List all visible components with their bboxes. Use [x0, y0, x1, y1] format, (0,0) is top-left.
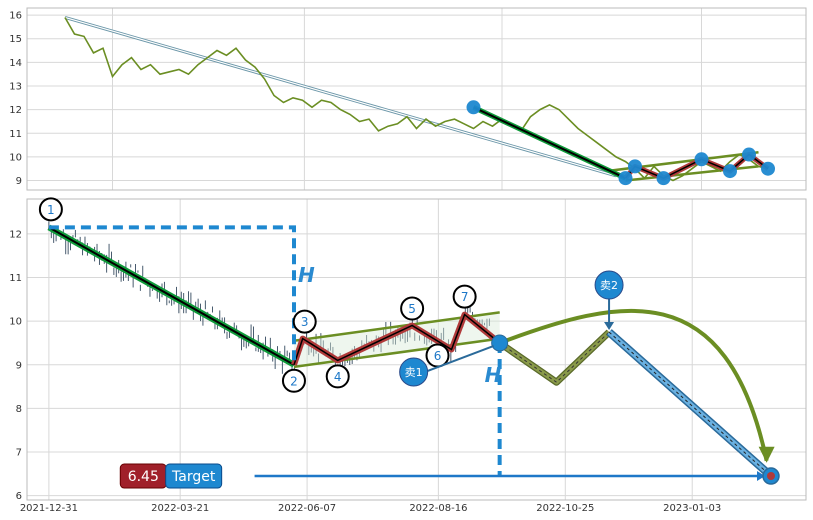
pivot-label: 3	[301, 315, 309, 329]
pivot-circle	[38, 197, 63, 222]
bottom-channel-lower	[293, 337, 500, 369]
top-y-tick-label: 11	[9, 129, 22, 140]
pivot-label: 4	[334, 370, 342, 384]
pivot-label: 6	[434, 349, 442, 363]
top-pivot-marker	[761, 161, 775, 176]
top-pivot-marker	[694, 152, 709, 167]
sell1-point	[491, 334, 509, 352]
sell2-label: 卖2	[600, 279, 618, 292]
top-pivot-marker	[618, 171, 633, 186]
top-price-panel: 9 10 11 12 13 14 15 16	[9, 7, 807, 191]
top-y-tick-label: 16	[9, 11, 22, 22]
pivot-circle	[400, 296, 425, 321]
sell2-badge	[594, 270, 624, 300]
bottom-y-tick-label: 6	[16, 491, 22, 502]
top-pivot-marker	[466, 100, 481, 115]
top-pivot-marker	[742, 147, 756, 162]
pivot-circle	[452, 284, 477, 309]
pivot-label: 5	[408, 302, 416, 316]
bottom-x-tick-label: 2022-10-25	[536, 503, 594, 514]
bottom-zigzag-inner	[293, 313, 501, 366]
bottom-x-tick-label: 2022-08-16	[409, 503, 467, 514]
bottom-y-tick-label: 10	[9, 317, 22, 328]
top-y-tick-label: 15	[9, 34, 22, 45]
target-name-label: Target	[171, 469, 216, 485]
bottom-candlestick-panel: 2021-12-31 2022-03-21 2022-06-07 2022-08-16…	[9, 197, 807, 514]
bottom-h-label-bottom: H	[485, 363, 502, 387]
top-price-line	[64, 17, 769, 182]
bottom-x-tick-label: 2022-03-21	[151, 503, 209, 514]
bottom-x-tick-label: 2023-01-03	[663, 503, 721, 514]
target-name-badge	[165, 463, 223, 489]
top-y-tick-label: 9	[16, 176, 22, 187]
pivot-circle	[281, 368, 306, 393]
pivot-label: 7	[461, 290, 469, 304]
bottom-y-tick-label: 9	[16, 360, 22, 371]
sell1-badge	[399, 357, 429, 387]
top-y-tick-label: 13	[9, 82, 22, 93]
pivot-circle	[325, 364, 350, 389]
bottom-downtrend-inner	[48, 226, 295, 366]
bottom-arc-arrow	[498, 308, 769, 462]
target-arrowhead	[756, 471, 765, 482]
bottom-projection-blue-dash	[608, 331, 772, 477]
target-point-core	[766, 472, 775, 481]
bottom-x-tick-label: 2021-12-31	[20, 503, 78, 514]
bottom-x-tick-label: 2022-06-07	[278, 503, 336, 514]
top-pivot-marker	[656, 171, 671, 186]
top-frame	[26, 7, 807, 191]
top-y-tick-label: 10	[9, 152, 22, 163]
bottom-y-tick-label: 8	[16, 404, 22, 415]
bottom-y-tick-label: 7	[16, 448, 22, 459]
target-value-label: 6.45	[128, 469, 159, 485]
sell2-arrowhead	[604, 322, 615, 331]
top-y-tick-label: 12	[9, 105, 22, 116]
top-long-diagonal-inner	[64, 16, 617, 177]
bottom-y-tick-label: 11	[9, 273, 22, 284]
bottom-h-label-top: H	[298, 263, 315, 287]
pivot-circle	[292, 309, 317, 334]
top-y-tick-label: 14	[9, 58, 22, 69]
bottom-y-tick-label: 12	[9, 229, 22, 240]
top-downtrend-inner	[473, 106, 626, 180]
pivot-label: 1	[47, 203, 55, 217]
bottom-projection-olive	[498, 330, 611, 385]
pivot-label: 2	[290, 374, 298, 388]
bottom-projection-olive-outer	[497, 329, 612, 386]
bottom-arc-arrowhead	[758, 446, 775, 463]
top-pivot-marker	[723, 164, 737, 179]
bottom-channel-fill	[294, 312, 500, 367]
top-pivot-marker	[628, 159, 642, 174]
sell1-pointer	[427, 345, 495, 372]
bottom-frame	[26, 198, 807, 501]
sell1-label: 卖1	[405, 366, 423, 379]
